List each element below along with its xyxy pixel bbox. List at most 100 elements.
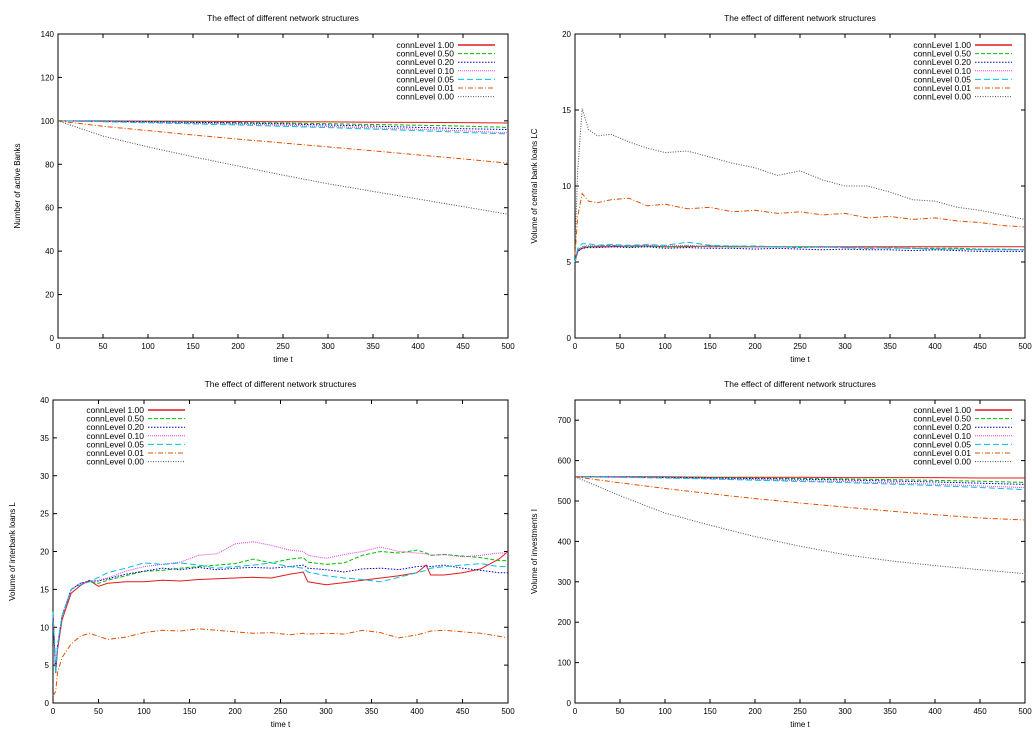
- x-tick-label: 100: [658, 707, 672, 716]
- x-tick-label: 0: [51, 707, 56, 716]
- x-tick-label: 250: [793, 707, 807, 716]
- x-axis-label: time t: [790, 355, 810, 364]
- x-tick-label: 500: [1018, 707, 1032, 716]
- x-tick-label: 50: [616, 707, 625, 716]
- y-tick-label: 120: [41, 73, 55, 82]
- x-axis-label: time t: [273, 355, 293, 364]
- y-tick-label: 80: [45, 160, 54, 169]
- legend-label: connLevel 0.01: [86, 448, 144, 458]
- y-tick-label: 20: [562, 30, 571, 39]
- y-tick-label: 100: [41, 117, 55, 126]
- y-tick-label: 300: [558, 578, 572, 587]
- y-tick-label: 400: [558, 537, 572, 546]
- x-tick-label: 400: [928, 707, 942, 716]
- y-axis-label: Volume of interbank loans L: [8, 502, 17, 601]
- x-axis-label: time t: [790, 720, 810, 729]
- x-tick-label: 250: [274, 707, 288, 716]
- y-tick-label: 140: [41, 30, 55, 39]
- y-tick-label: 600: [558, 457, 572, 466]
- x-tick-label: 200: [228, 707, 242, 716]
- series-line-connlevel-0-10: [52, 541, 508, 673]
- legend-label: connLevel 0.00: [913, 457, 971, 467]
- series-line-connlevel-0-05: [574, 476, 1026, 491]
- y-tick-label: 20: [45, 291, 54, 300]
- series-line-connlevel-0-20: [574, 246, 1025, 263]
- legend-label: connLevel 1.00: [913, 40, 971, 50]
- legend-label: connLevel 0.00: [913, 92, 971, 102]
- legend-label: connLevel 0.00: [86, 457, 144, 467]
- chart-interbank-loans: The effect of different network structur…: [8, 379, 515, 729]
- y-tick-label: 0: [567, 699, 572, 708]
- series-line-connlevel-0-20: [574, 476, 1026, 485]
- y-tick-label: 15: [562, 106, 571, 115]
- legend-label: connLevel 0.50: [396, 49, 454, 59]
- legend-label: connLevel 0.50: [86, 414, 144, 424]
- series-line-connlevel-0-00: [57, 120, 509, 215]
- y-tick-label: 30: [40, 472, 49, 481]
- x-tick-label: 50: [616, 342, 625, 351]
- legend-label: connLevel 0.20: [913, 422, 971, 432]
- x-tick-label: 500: [501, 342, 515, 351]
- x-tick-label: 350: [366, 342, 380, 351]
- y-tick-label: 35: [40, 434, 49, 443]
- y-tick-label: 100: [558, 659, 572, 668]
- series-line-connlevel-0-01: [57, 120, 509, 164]
- y-tick-label: 0: [50, 334, 55, 343]
- series-line-connlevel-0-00: [574, 108, 1026, 247]
- y-axis-label: Number of active Banks: [13, 144, 22, 229]
- x-tick-label: 450: [973, 707, 987, 716]
- legend-label: connLevel 0.50: [913, 414, 971, 424]
- legend-label: connLevel 1.00: [86, 405, 144, 415]
- series-line-connlevel-0-20: [52, 564, 508, 673]
- chart-investments: The effect of different network structur…: [530, 379, 1032, 729]
- x-tick-label: 100: [137, 707, 151, 716]
- y-tick-label: 5: [567, 258, 572, 267]
- y-tick-label: 20: [40, 548, 49, 557]
- series-line-connlevel-1-00: [574, 245, 1025, 263]
- y-tick-label: 500: [558, 497, 572, 506]
- y-tick-label: 40: [40, 396, 49, 405]
- y-tick-label: 15: [40, 585, 49, 594]
- chart-title: The effect of different network structur…: [724, 13, 876, 23]
- x-tick-label: 150: [703, 707, 717, 716]
- chart-active-banks: The effect of different network structur…: [13, 13, 515, 364]
- x-tick-label: 50: [99, 342, 108, 351]
- chart-title: The effect of different network structur…: [207, 13, 359, 23]
- legend-label: connLevel 0.00: [396, 92, 454, 102]
- x-tick-label: 200: [231, 342, 245, 351]
- series-line-connlevel-0-05: [574, 241, 1025, 263]
- legend-label: connLevel 0.10: [396, 66, 454, 76]
- legend-label: connLevel 1.00: [396, 40, 454, 50]
- x-tick-label: 150: [183, 707, 197, 716]
- x-tick-label: 300: [838, 707, 852, 716]
- legend-label: connLevel 0.20: [913, 57, 971, 67]
- chart-title: The effect of different network structur…: [724, 379, 876, 389]
- y-axis-label: Volume of central bank loans LC: [530, 128, 539, 243]
- y-tick-label: 200: [558, 618, 572, 627]
- x-tick-label: 250: [276, 342, 290, 351]
- legend-label: connLevel 0.05: [86, 439, 144, 449]
- series-line-connlevel-0-50: [52, 549, 508, 673]
- legend-label: connLevel 0.10: [913, 66, 971, 76]
- chart-central-bank-loans: The effect of different network structur…: [530, 13, 1032, 364]
- x-tick-label: 100: [658, 342, 672, 351]
- legend-label: connLevel 0.05: [913, 74, 971, 84]
- legend-label: connLevel 1.00: [913, 405, 971, 415]
- x-tick-label: 450: [456, 342, 470, 351]
- series-line-connlevel-0-05: [57, 120, 509, 135]
- x-tick-label: 450: [973, 342, 987, 351]
- x-tick-label: 50: [94, 707, 103, 716]
- x-tick-label: 400: [410, 707, 424, 716]
- y-tick-label: 700: [558, 416, 572, 425]
- x-tick-label: 300: [319, 707, 333, 716]
- y-tick-label: 10: [562, 182, 571, 191]
- legend-label: connLevel 0.10: [913, 431, 971, 441]
- legend-label: connLevel 0.50: [913, 49, 971, 59]
- series-line-connlevel-0-20: [57, 120, 509, 130]
- legend-label: connLevel 0.20: [86, 422, 144, 432]
- legend-label: connLevel 0.01: [913, 448, 971, 458]
- x-tick-label: 450: [456, 707, 470, 716]
- x-tick-label: 400: [411, 342, 425, 351]
- x-tick-label: 250: [793, 342, 807, 351]
